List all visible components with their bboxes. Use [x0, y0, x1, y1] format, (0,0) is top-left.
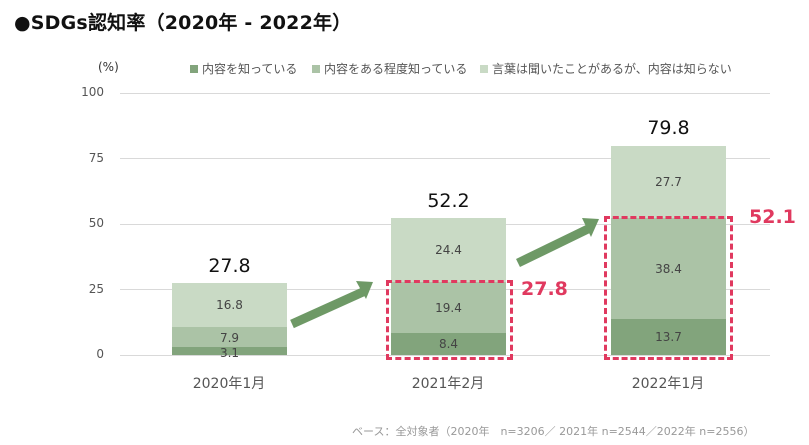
y-axis-unit: (%)	[98, 60, 119, 74]
x-label-2022: 2022年1月	[631, 376, 705, 392]
y-tick-25: 25	[88, 282, 104, 296]
legend-label: 内容をある程度知っている	[324, 62, 468, 76]
segment-label: 3.1	[219, 346, 240, 360]
chart-title: ●SDGs認知率（2020年 - 2022年）	[14, 12, 352, 34]
segment-label: 16.8	[216, 298, 243, 312]
arrow-up-right-icon	[290, 281, 373, 329]
bar-2022-heard-only: 27.7	[611, 146, 726, 218]
segment-label: 38.4	[655, 261, 682, 276]
gridline	[120, 93, 770, 94]
segment-label: 27.7	[655, 175, 682, 189]
segment-label: 8.4	[438, 337, 459, 351]
gridline	[120, 355, 770, 356]
segment-label: 13.7	[655, 330, 682, 344]
bar-total-2022: 79.8	[647, 117, 690, 139]
legend-item-heard-only: 言葉は聞いたことがあるが、内容は知らない	[480, 60, 732, 77]
highlight-value-2021: 27.8	[521, 278, 568, 300]
legend-label: 言葉は聞いたことがあるが、内容は知らない	[492, 62, 732, 76]
segment-label: 24.4	[435, 243, 462, 257]
legend-swatch-icon	[190, 64, 198, 73]
bar-2020-heard-only: 16.8	[172, 283, 287, 327]
highlight-box-2022	[604, 216, 733, 360]
bar-2022-know-somewhat: 38.4	[611, 218, 726, 319]
bar-2020-know-somewhat: 7.9	[172, 327, 287, 347]
segment-label: 19.4	[435, 300, 462, 315]
legend-label: 内容を知っている	[202, 62, 298, 76]
y-tick-75: 75	[88, 151, 104, 165]
legend-item-know-content: 内容を知っている	[190, 60, 297, 77]
bar-2020-know-content: 3.1	[172, 346, 287, 360]
gridline	[120, 158, 770, 159]
bar-total-2021: 52.2	[427, 190, 470, 212]
bar-2022-know-content: 13.7	[611, 319, 726, 355]
base-footnote: ベース：全対象者（2020年 n=3206／ 2021年 n=2544／2022…	[352, 425, 755, 438]
bar-total-2020: 27.8	[208, 255, 251, 277]
bar-2021-know-content: 8.4	[391, 333, 506, 355]
highlight-box-2021	[386, 280, 513, 360]
bar-2021-know-somewhat: 19.4	[391, 282, 506, 333]
legend-swatch-icon	[312, 64, 320, 73]
x-label-2020: 2020年1月	[192, 376, 266, 392]
legend-swatch-icon	[480, 64, 488, 73]
x-label-2021: 2021年2月	[411, 376, 485, 392]
y-tick-0: 0	[96, 347, 104, 361]
y-tick-50: 50	[88, 216, 104, 230]
segment-label: 7.9	[219, 331, 240, 345]
legend-item-know-somewhat: 内容をある程度知っている	[312, 60, 467, 77]
y-tick-100: 100	[81, 85, 104, 99]
arrow-up-right-icon	[516, 218, 599, 268]
highlight-value-2022: 52.1	[749, 206, 796, 228]
bar-2021-heard-only: 24.4	[391, 218, 506, 282]
